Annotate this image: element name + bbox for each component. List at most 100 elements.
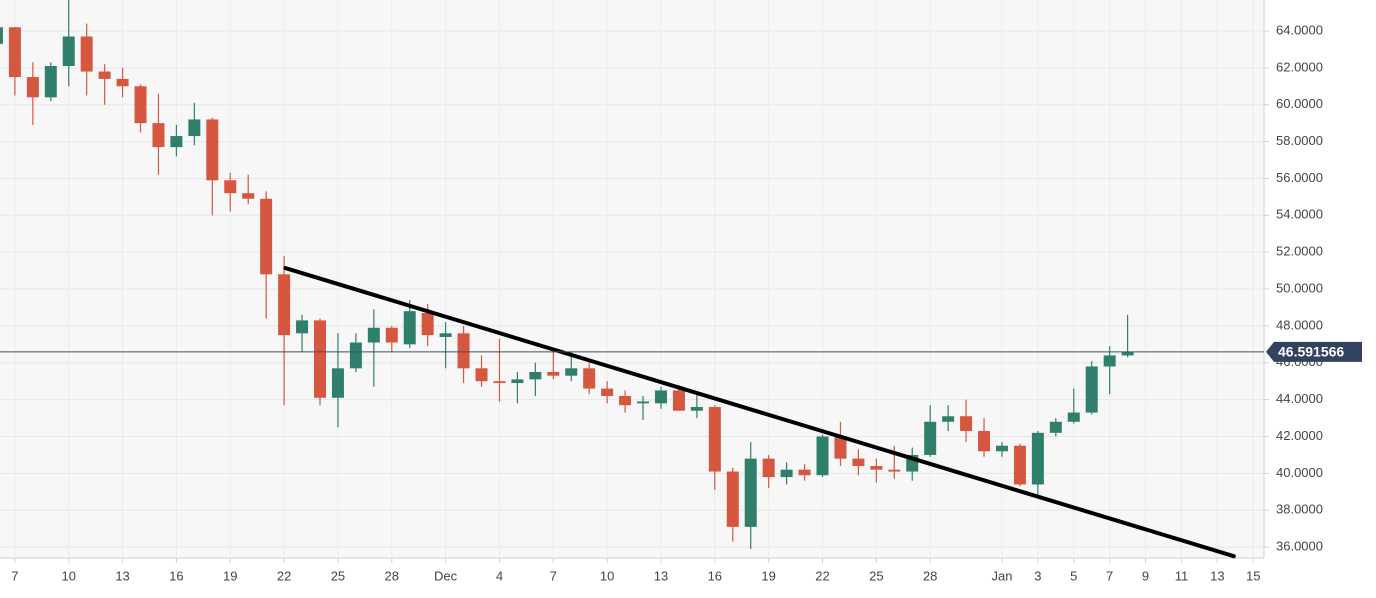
candle-body <box>708 407 721 472</box>
x-tick-label: 16 <box>708 568 722 583</box>
candle-body <box>834 436 847 459</box>
candle-body <box>493 381 506 384</box>
candle-body <box>547 372 560 376</box>
candle-body <box>995 445 1008 452</box>
x-tick-label: 19 <box>223 568 237 583</box>
candle-body <box>960 416 973 431</box>
candle-body <box>152 123 165 148</box>
candle-body <box>924 421 937 455</box>
candle-body <box>852 458 865 467</box>
candle-body <box>1031 432 1044 485</box>
y-tick-label: 36.0000 <box>1276 539 1323 554</box>
x-tick-label: 11 <box>1175 568 1189 583</box>
candle-body <box>726 471 739 527</box>
candle-body <box>1067 412 1080 422</box>
candle-body <box>8 27 21 78</box>
y-tick-label: 54.0000 <box>1276 207 1323 222</box>
candle-body <box>188 119 201 137</box>
y-tick-label: 40.0000 <box>1276 465 1323 480</box>
candle-body <box>654 390 667 404</box>
candle-body <box>762 458 775 478</box>
candle-body <box>260 198 273 275</box>
candle-body <box>565 368 578 376</box>
candle-body <box>690 407 703 411</box>
x-tick-label: 10 <box>600 568 614 583</box>
y-tick-label: 50.0000 <box>1276 280 1323 295</box>
candle-body <box>313 320 326 398</box>
candle-body <box>816 436 829 476</box>
candle-body <box>798 469 811 476</box>
y-tick-label: 48.0000 <box>1276 317 1323 332</box>
candle-body <box>206 119 219 181</box>
candle-body <box>278 274 291 336</box>
candle-body <box>421 313 434 336</box>
x-tick-label: 16 <box>169 568 183 583</box>
candle-body <box>1085 366 1098 413</box>
candle-body <box>331 368 344 398</box>
x-tick-label: 25 <box>869 568 883 583</box>
x-tick-label: 7 <box>1106 568 1113 583</box>
candle-body <box>367 327 380 343</box>
x-tick-label: 22 <box>277 568 291 583</box>
x-tick-label: 22 <box>815 568 829 583</box>
y-tick-label: 64.0000 <box>1276 22 1323 37</box>
x-tick-label: 9 <box>1142 568 1149 583</box>
x-tick-label: 13 <box>115 568 129 583</box>
candle-body <box>44 65 57 98</box>
x-tick-label: 5 <box>1070 568 1077 583</box>
candle-body <box>80 36 93 72</box>
candle-body <box>780 469 793 478</box>
x-tick-label: Jan <box>991 568 1012 583</box>
x-tick-label: 19 <box>761 568 775 583</box>
x-tick-label: 15 <box>1246 568 1260 583</box>
x-tick-label: 3 <box>1034 568 1041 583</box>
x-tick-label: 7 <box>11 568 18 583</box>
y-tick-label: 44.0000 <box>1276 391 1323 406</box>
x-tick-label: Dec <box>434 568 458 583</box>
y-tick-label: 58.0000 <box>1276 133 1323 148</box>
candle-body <box>942 416 955 422</box>
x-tick-label: 7 <box>550 568 557 583</box>
candle-body <box>672 390 685 411</box>
candle-body <box>583 368 596 389</box>
candle-body <box>62 36 75 66</box>
candle-body <box>98 71 111 79</box>
candle-body <box>296 320 309 334</box>
candle-body <box>26 77 39 98</box>
x-tick-label: 10 <box>62 568 76 583</box>
y-tick-label: 42.0000 <box>1276 428 1323 443</box>
candle-body <box>134 86 147 124</box>
y-tick-label: 52.0000 <box>1276 244 1323 259</box>
candle-body <box>637 401 650 404</box>
candle-body <box>870 466 883 470</box>
candle-body <box>0 27 3 44</box>
candle-body <box>511 379 524 384</box>
x-tick-label: 28 <box>923 568 937 583</box>
candle-body <box>619 395 632 406</box>
y-tick-label: 60.0000 <box>1276 96 1323 111</box>
price-tag <box>1266 341 1362 362</box>
candle-body <box>1013 445 1026 485</box>
x-tick-label: 13 <box>654 568 668 583</box>
candle-body <box>601 388 614 396</box>
trend-line <box>283 266 1236 559</box>
candle-body <box>224 180 237 194</box>
candle-body <box>529 372 542 380</box>
x-tick-label: 13 <box>1210 568 1224 583</box>
candle-body <box>349 342 362 369</box>
candle-body <box>475 368 488 382</box>
y-tick-label: 62.0000 <box>1276 59 1323 74</box>
x-tick-label: 25 <box>331 568 345 583</box>
candle-body <box>978 430 991 452</box>
candle-body <box>1121 351 1134 356</box>
candle-body <box>242 193 255 199</box>
candle-body <box>457 333 470 369</box>
candle-body <box>116 78 129 87</box>
x-tick-label: 4 <box>496 568 503 583</box>
x-tick-label: 28 <box>385 568 399 583</box>
plot-background <box>0 0 1264 558</box>
y-tick-label: 56.0000 <box>1276 170 1323 185</box>
candle-body <box>385 327 398 343</box>
price-tag-label: 46.591566 <box>1278 344 1344 360</box>
